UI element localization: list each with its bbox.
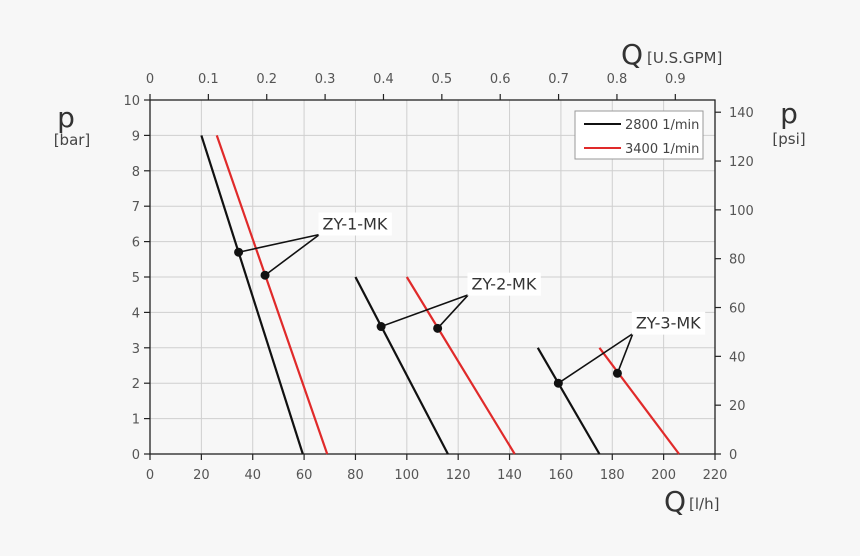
y2-axis-symbol: p bbox=[780, 97, 798, 130]
x-tick-label: 200 bbox=[651, 468, 676, 483]
y-tick-label: 10 bbox=[123, 94, 140, 109]
annotation-label: ZY-3-MK bbox=[636, 314, 701, 333]
y2-tick-label: 140 bbox=[729, 106, 754, 121]
y-tick-label: 0 bbox=[132, 448, 140, 463]
y-tick-label: 5 bbox=[132, 271, 140, 286]
x2-axis-unit: [U.S.GPM] bbox=[647, 49, 722, 67]
x-tick-label: 120 bbox=[446, 468, 471, 483]
annotation-label: ZY-2-MK bbox=[471, 275, 536, 294]
series-line-0 bbox=[200, 135, 304, 455]
y2-axis-unit: [psi] bbox=[772, 130, 805, 148]
x-tick-label: 0 bbox=[146, 468, 154, 483]
annotation-point bbox=[234, 247, 244, 257]
y-axis-right: 0 20 40 60 80 100 120 140 bbox=[715, 106, 754, 463]
legend-label-2800: 2800 1/min bbox=[625, 118, 699, 133]
x-axis-top: 0 0.1 0.2 0.3 0.4 0.5 0.6 0.7 0.8 0.9 bbox=[146, 72, 686, 100]
y-tick-label: 6 bbox=[132, 236, 140, 251]
annotation-label-bg bbox=[631, 311, 706, 335]
series-line-1 bbox=[215, 135, 329, 455]
series-lines bbox=[200, 135, 680, 455]
y2-tick-label: 120 bbox=[729, 155, 754, 170]
annotation-point bbox=[260, 270, 270, 280]
y-axis-symbol: p bbox=[57, 101, 75, 134]
x-tick-label: 160 bbox=[548, 468, 573, 483]
x-tick-label: 220 bbox=[703, 468, 728, 483]
annotation-label-bg bbox=[467, 272, 541, 296]
x2-tick-label: 0 bbox=[146, 72, 154, 87]
x2-tick-label: 0.3 bbox=[315, 72, 336, 87]
x2-tick-label: 0.1 bbox=[198, 72, 219, 87]
annotation-point bbox=[376, 322, 386, 332]
y2-tick-label: 20 bbox=[729, 399, 746, 414]
x-tick-label: 60 bbox=[296, 468, 313, 483]
annotations: ZY-1-MK ZY-2-MK ZY-3-MK bbox=[234, 212, 706, 388]
annotation-leader bbox=[616, 333, 634, 374]
x-tick-label: 40 bbox=[244, 468, 261, 483]
x-tick-label: 180 bbox=[600, 468, 625, 483]
x2-tick-label: 0.9 bbox=[665, 72, 686, 87]
annotation-leader bbox=[437, 294, 470, 329]
x2-tick-label: 0.7 bbox=[548, 72, 569, 87]
y2-tick-label: 0 bbox=[729, 448, 737, 463]
legend-box bbox=[574, 110, 704, 160]
x-axis-unit: [l/h] bbox=[689, 495, 719, 513]
annotation-label-bg bbox=[318, 212, 392, 236]
x2-tick-label: 0.2 bbox=[256, 72, 277, 87]
x-tick-label: 100 bbox=[394, 468, 419, 483]
x-axis-bottom: 0 20 40 60 80 100 120 140 160 180 200 220 bbox=[146, 454, 728, 483]
annotation-point bbox=[433, 323, 443, 333]
annotation-point bbox=[553, 378, 563, 388]
x-tick-label: 140 bbox=[497, 468, 522, 483]
y2-tick-label: 100 bbox=[729, 204, 754, 219]
annotation-label: ZY-1-MK bbox=[323, 215, 388, 234]
y-tick-label: 9 bbox=[132, 129, 140, 144]
legend-label-3400: 3400 1/min bbox=[625, 142, 699, 157]
x2-tick-label: 0.5 bbox=[431, 72, 452, 87]
x2-tick-label: 0.4 bbox=[373, 72, 394, 87]
x2-tick-label: 0.6 bbox=[490, 72, 511, 87]
y-tick-label: 7 bbox=[132, 200, 140, 215]
annotation-leader bbox=[557, 332, 634, 384]
annotation-point bbox=[612, 368, 622, 378]
legend: 2800 1/min 3400 1/min bbox=[574, 110, 704, 160]
annotation-leader bbox=[238, 233, 320, 254]
y-tick-label: 3 bbox=[132, 342, 140, 357]
y-tick-label: 2 bbox=[132, 377, 140, 392]
x2-axis-symbol: Q bbox=[621, 38, 643, 71]
x-axis-symbol: Q bbox=[664, 485, 686, 518]
y-axis-unit: [bar] bbox=[54, 131, 91, 149]
y-axis-left: 0 1 2 3 4 5 6 7 8 9 10 bbox=[123, 94, 150, 463]
y2-tick-label: 60 bbox=[729, 302, 746, 317]
series-line-4 bbox=[536, 347, 601, 455]
annotation-leader bbox=[264, 233, 320, 276]
y2-tick-label: 80 bbox=[729, 253, 746, 268]
series-line-3 bbox=[405, 276, 516, 455]
y-tick-label: 1 bbox=[132, 413, 140, 428]
x2-tick-label: 0.8 bbox=[607, 72, 628, 87]
y2-tick-label: 40 bbox=[729, 350, 746, 365]
annotation-leader bbox=[380, 293, 469, 328]
y-tick-label: 4 bbox=[132, 306, 140, 321]
x-tick-label: 20 bbox=[193, 468, 210, 483]
series-line-5 bbox=[598, 347, 680, 455]
series-line-2 bbox=[354, 276, 449, 455]
x-tick-label: 80 bbox=[347, 468, 364, 483]
y-tick-label: 8 bbox=[132, 165, 140, 180]
